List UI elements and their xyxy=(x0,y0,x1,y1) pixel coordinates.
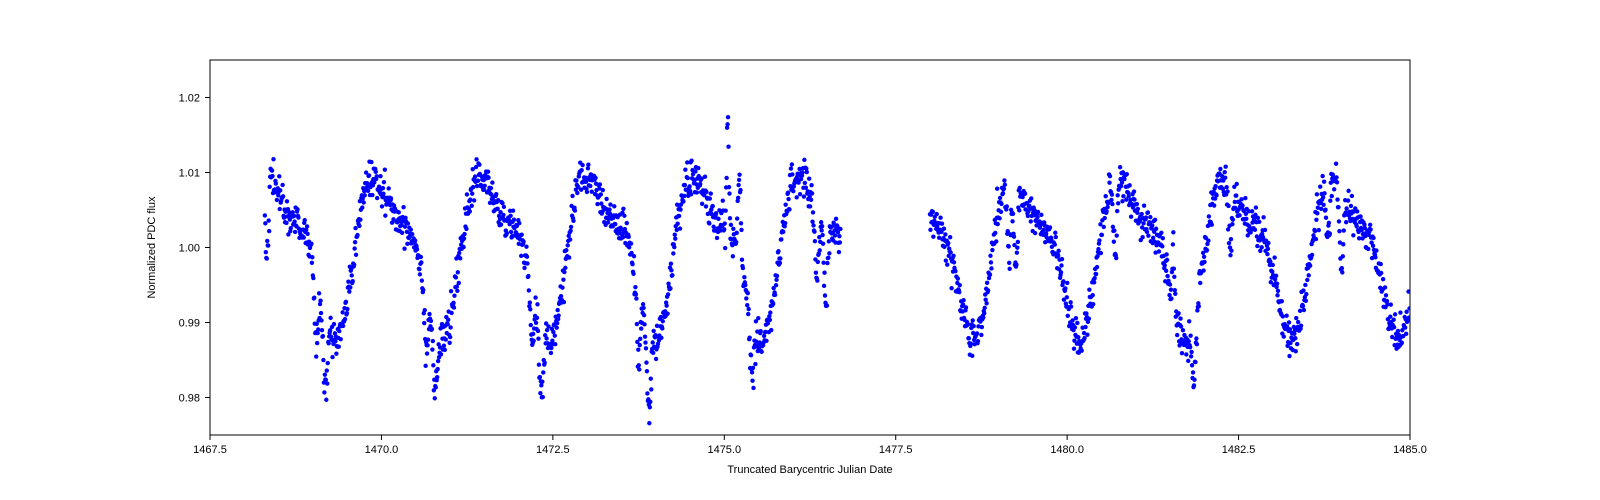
y-tick-label: 0.98 xyxy=(179,393,200,405)
x-tick-label: 1482.5 xyxy=(1222,444,1256,456)
y-tick-label: 0.99 xyxy=(179,318,200,330)
chart-svg: 1467.5 1470.0 1472.5 1475.0 1477.5 1480.0 1482… xyxy=(0,0,1600,500)
y-tick-label: 1.01 xyxy=(179,168,200,180)
y-tick-label: 1.00 xyxy=(179,243,200,255)
lightcurve-chart: 1467.5 1470.0 1472.5 1475.0 1477.5 1480.0 1482… xyxy=(0,0,1600,500)
x-tick-label: 1477.5 xyxy=(879,444,913,456)
x-tick-label: 1475.0 xyxy=(707,444,741,456)
x-tick-label: 1480.0 xyxy=(1050,444,1084,456)
x-tick-label: 1472.5 xyxy=(536,444,570,456)
x-axis-label: Truncated Barycentric Julian Date xyxy=(727,464,892,476)
x-tick-label: 1485.0 xyxy=(1393,444,1427,456)
x-tick-label: 1467.5 xyxy=(193,444,227,456)
y-axis-label: Normalized PDC flux xyxy=(146,196,158,299)
x-tick-label: 1470.0 xyxy=(365,444,399,456)
y-tick-label: 1.02 xyxy=(179,93,200,105)
